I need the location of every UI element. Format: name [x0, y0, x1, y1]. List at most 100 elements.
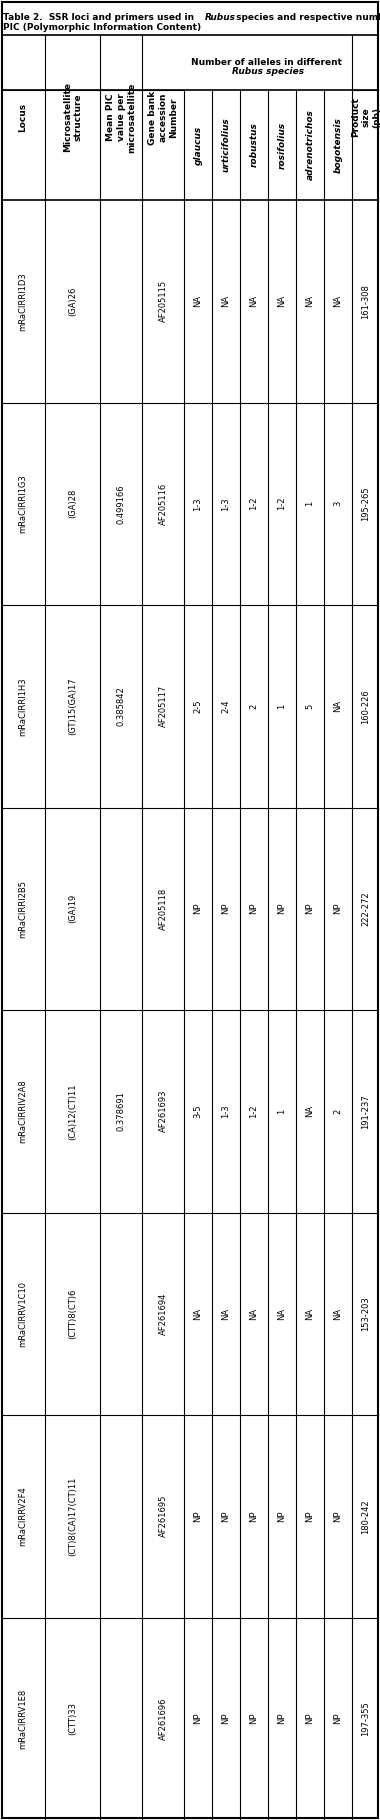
Text: Mean PIC
value per
microsatellite: Mean PIC value per microsatellite	[106, 82, 136, 153]
Text: AF205116: AF205116	[158, 482, 168, 524]
Text: (GA)26: (GA)26	[68, 286, 77, 317]
Text: rosifolius: rosifolius	[277, 122, 287, 169]
Text: NA: NA	[306, 1105, 315, 1117]
Text: 1-2: 1-2	[250, 497, 258, 510]
Text: 1: 1	[277, 1108, 287, 1114]
Text: 195-265: 195-265	[361, 486, 370, 521]
Text: mRaCIRRI2B5: mRaCIRRI2B5	[18, 879, 27, 937]
Text: Table 2.  SSR loci and primers used in: Table 2. SSR loci and primers used in	[3, 13, 197, 22]
Text: 160-226: 160-226	[361, 690, 370, 724]
Text: 2: 2	[250, 704, 258, 708]
Text: 1-2: 1-2	[250, 1105, 258, 1117]
Text: NP: NP	[334, 903, 342, 914]
Text: NP: NP	[277, 1713, 287, 1725]
Text: 1-3: 1-3	[222, 1105, 231, 1117]
Text: (CTT)33: (CTT)33	[68, 1702, 77, 1734]
Text: NP: NP	[334, 1511, 342, 1522]
Text: AF261693: AF261693	[158, 1090, 168, 1132]
Text: adrenotrichos: adrenotrichos	[306, 109, 315, 180]
Text: Locus: Locus	[18, 104, 27, 133]
Text: NP: NP	[277, 1511, 287, 1522]
Text: NP: NP	[222, 1713, 231, 1725]
Text: AF261695: AF261695	[158, 1494, 168, 1538]
Text: 3-5: 3-5	[193, 1105, 203, 1117]
Text: 197-355: 197-355	[361, 1702, 370, 1736]
Text: (CA)12(CT)11: (CA)12(CT)11	[68, 1083, 77, 1139]
Text: bogotensis: bogotensis	[334, 116, 342, 173]
Text: mRaCIRRIV2A8: mRaCIRRIV2A8	[18, 1079, 27, 1143]
Text: glaucus: glaucus	[193, 126, 203, 164]
Text: 1-2: 1-2	[277, 497, 287, 510]
Text: 1: 1	[306, 501, 315, 506]
Text: 1: 1	[277, 704, 287, 708]
Text: 161-308: 161-308	[361, 284, 370, 318]
Text: NA: NA	[334, 295, 342, 308]
Text: AF205118: AF205118	[158, 888, 168, 930]
Text: NP: NP	[277, 903, 287, 914]
Text: robustus: robustus	[250, 122, 258, 167]
Text: NP: NP	[250, 903, 258, 914]
Text: mRaCIRRV1E8: mRaCIRRV1E8	[18, 1689, 27, 1749]
Text: 222-272: 222-272	[361, 892, 370, 926]
Text: NA: NA	[277, 295, 287, 308]
Text: 2-4: 2-4	[222, 699, 231, 713]
Text: NA: NA	[306, 1309, 315, 1320]
Text: 3: 3	[334, 501, 342, 506]
Text: NA: NA	[193, 1309, 203, 1320]
Text: Rubus species: Rubus species	[232, 67, 304, 76]
Text: NA: NA	[334, 1309, 342, 1320]
Text: NP: NP	[250, 1713, 258, 1725]
Text: NA: NA	[277, 1309, 287, 1320]
Text: (CT)8(CA)17(CT)11: (CT)8(CA)17(CT)11	[68, 1476, 77, 1556]
Text: 0.499166: 0.499166	[117, 484, 125, 524]
Text: AF261696: AF261696	[158, 1698, 168, 1740]
Text: species and respective number of alleles, product size and: species and respective number of alleles…	[233, 13, 380, 22]
Text: 0.385842: 0.385842	[117, 686, 125, 726]
Text: AF205117: AF205117	[158, 684, 168, 728]
Text: 5: 5	[306, 704, 315, 708]
Text: NP: NP	[306, 903, 315, 914]
Text: AF261694: AF261694	[158, 1292, 168, 1334]
Text: 2-5: 2-5	[193, 699, 203, 713]
Text: Product
size
(pb): Product size (pb)	[351, 98, 380, 138]
Text: mRaCIRRV2F4: mRaCIRRV2F4	[18, 1487, 27, 1547]
Text: urticifolius: urticifolius	[222, 118, 231, 173]
Text: mRaCIRRI1G3: mRaCIRRI1G3	[18, 475, 27, 533]
Text: 2: 2	[334, 1108, 342, 1114]
Text: NA: NA	[222, 1309, 231, 1320]
Text: AF205115: AF205115	[158, 280, 168, 322]
Text: (CTT)8(CT)6: (CTT)8(CT)6	[68, 1289, 77, 1340]
Text: NA: NA	[306, 295, 315, 308]
Text: Microsatellite
structure: Microsatellite structure	[63, 82, 82, 153]
Text: NA: NA	[334, 701, 342, 712]
Text: NA: NA	[193, 295, 203, 308]
Text: NA: NA	[250, 1309, 258, 1320]
Text: 1-3: 1-3	[222, 497, 231, 511]
Text: 191-237: 191-237	[361, 1094, 370, 1128]
Text: NP: NP	[250, 1511, 258, 1522]
Text: NA: NA	[250, 295, 258, 308]
Text: 1-3: 1-3	[193, 497, 203, 511]
Text: NP: NP	[222, 1511, 231, 1522]
Text: (GA)19: (GA)19	[68, 894, 77, 923]
Text: NP: NP	[193, 1713, 203, 1725]
Text: 180-242: 180-242	[361, 1500, 370, 1534]
Text: mRaCIRRV1C10: mRaCIRRV1C10	[18, 1281, 27, 1347]
Text: PIC (Polymorphic Information Content): PIC (Polymorphic Information Content)	[3, 24, 201, 33]
Text: 153-203: 153-203	[361, 1296, 370, 1330]
Text: NA: NA	[222, 295, 231, 308]
Text: NP: NP	[306, 1713, 315, 1725]
Text: mRaCIRRI1D3: mRaCIRRI1D3	[18, 271, 27, 331]
Text: (GT)15(GA)17: (GT)15(GA)17	[68, 677, 77, 735]
Text: NP: NP	[306, 1511, 315, 1522]
Text: mRaCIRRI1H3: mRaCIRRI1H3	[18, 677, 27, 735]
Text: (GA)28: (GA)28	[68, 490, 77, 519]
Text: NP: NP	[334, 1713, 342, 1725]
Text: NP: NP	[222, 903, 231, 914]
Text: NP: NP	[193, 903, 203, 914]
Text: Gene bank
accession
Number: Gene bank accession Number	[148, 91, 178, 144]
Text: Number of alleles in different: Number of alleles in different	[191, 58, 345, 67]
Text: NP: NP	[193, 1511, 203, 1522]
Text: 0.378691: 0.378691	[117, 1092, 125, 1132]
Text: Rubus: Rubus	[205, 13, 236, 22]
